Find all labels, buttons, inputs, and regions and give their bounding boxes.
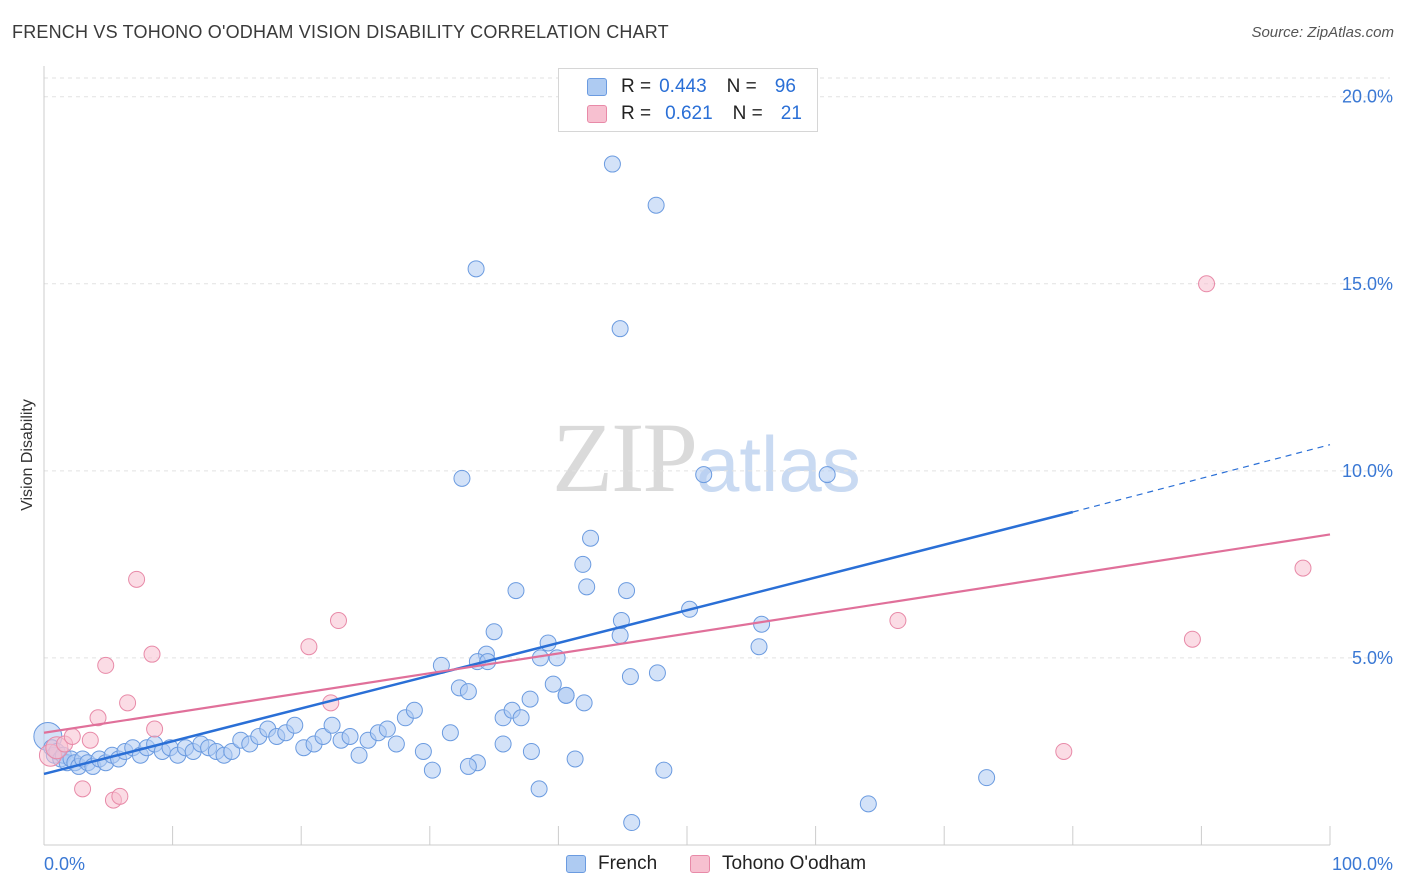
french-point bbox=[387, 735, 405, 753]
french-trend-line bbox=[43, 510, 1074, 776]
bottom-legend-swatch-tohono bbox=[690, 855, 710, 873]
french-point bbox=[818, 466, 836, 484]
tohono-point bbox=[74, 780, 92, 798]
tohono-point bbox=[1055, 742, 1073, 760]
tohono-point bbox=[89, 709, 107, 727]
french-point bbox=[695, 466, 713, 484]
french-point bbox=[323, 716, 341, 734]
legend-swatch-french bbox=[587, 78, 607, 96]
legend-row-french: R = 0.443 N = 96 bbox=[587, 75, 796, 99]
tohono-point bbox=[329, 612, 347, 630]
tohono-point bbox=[1183, 630, 1201, 648]
watermark-atlas: atlas bbox=[696, 420, 861, 508]
y-tick-label: 10.0% bbox=[1342, 461, 1393, 481]
french-point bbox=[223, 742, 241, 760]
tohono-point bbox=[143, 645, 161, 663]
french-point bbox=[441, 724, 459, 742]
tohono-point bbox=[1294, 559, 1312, 577]
french-point bbox=[423, 761, 441, 779]
french-point bbox=[859, 795, 877, 813]
french-point bbox=[655, 761, 673, 779]
bottom-legend-swatch-french bbox=[566, 855, 586, 873]
y-tick-label: 15.0% bbox=[1342, 274, 1393, 294]
bottom-legend-label-tohono: Tohono O'odham bbox=[722, 853, 867, 874]
bottom-legend-label-french: French bbox=[598, 853, 658, 874]
tohono-point bbox=[1198, 275, 1216, 293]
tohono-point bbox=[146, 720, 164, 738]
tohono-point bbox=[889, 612, 907, 630]
french-point bbox=[574, 555, 592, 573]
legend-n-value-french: 96 bbox=[774, 76, 796, 97]
french-point bbox=[623, 814, 641, 832]
legend-r-value-tohono: 0.621 bbox=[665, 103, 713, 124]
french-point bbox=[286, 716, 304, 734]
french-point bbox=[405, 701, 423, 719]
tohono-trend-line bbox=[43, 533, 1331, 734]
x-tick-label-min: 0.0% bbox=[44, 854, 85, 874]
french-point bbox=[578, 578, 596, 596]
french-point bbox=[414, 742, 432, 760]
tohono-point bbox=[63, 727, 81, 745]
tohono-point bbox=[111, 787, 129, 805]
french-point bbox=[530, 780, 548, 798]
french-point bbox=[618, 582, 636, 600]
legend-r-label: R = bbox=[621, 103, 652, 124]
source-label: Source: ZipAtlas.com bbox=[1251, 24, 1394, 41]
french-point bbox=[566, 750, 584, 768]
tohono-point bbox=[81, 731, 99, 749]
french-point bbox=[611, 320, 629, 338]
french-point bbox=[459, 757, 477, 775]
tohono-point bbox=[97, 656, 115, 674]
legend-swatch-tohono bbox=[587, 105, 607, 123]
french-point bbox=[485, 623, 503, 641]
french-point bbox=[647, 196, 665, 214]
legend-n-label: N = bbox=[732, 103, 763, 124]
french-point bbox=[621, 668, 639, 686]
legend-n-label: N = bbox=[726, 76, 757, 97]
tohono-point bbox=[300, 638, 318, 656]
french-point bbox=[459, 683, 477, 701]
y-tick-label: 5.0% bbox=[1352, 648, 1393, 668]
french-point bbox=[507, 582, 525, 600]
french-point bbox=[453, 469, 471, 487]
french-point bbox=[341, 727, 359, 745]
french-point bbox=[978, 769, 996, 787]
legend-n-value-tohono: 21 bbox=[780, 103, 802, 124]
x-tick-label-max: 100.0% bbox=[1332, 854, 1393, 874]
legend-row-tohono: R = 0.621 N = 21 bbox=[587, 102, 802, 126]
tohono-point bbox=[119, 694, 137, 712]
french-point bbox=[521, 690, 539, 708]
bottom-legend-tohono: Tohono O'odham bbox=[690, 852, 866, 876]
french-point bbox=[378, 720, 396, 738]
french-point bbox=[350, 746, 368, 764]
tohono-point bbox=[128, 570, 146, 588]
french-point bbox=[582, 529, 600, 547]
french-point bbox=[314, 727, 332, 745]
french-point bbox=[522, 742, 540, 760]
french-point bbox=[648, 664, 666, 682]
bottom-legend-french: French bbox=[566, 852, 657, 876]
french-point bbox=[557, 686, 575, 704]
french-point bbox=[603, 155, 621, 173]
legend-r-value-french: 0.443 bbox=[659, 76, 707, 97]
chart-title: FRENCH VS TOHONO O'ODHAM VISION DISABILI… bbox=[12, 22, 669, 42]
french-point bbox=[612, 612, 630, 630]
french-point bbox=[750, 638, 768, 656]
french-point bbox=[467, 260, 485, 278]
french-point bbox=[512, 709, 530, 727]
french-point bbox=[753, 615, 771, 633]
legend-r-label: R = bbox=[621, 76, 652, 97]
watermark-zip: ZIP bbox=[552, 402, 698, 513]
legend-box: R = 0.443 N = 96 R = 0.621 N = 21 bbox=[558, 68, 818, 132]
french-trend-extension bbox=[1072, 444, 1331, 513]
french-point bbox=[575, 694, 593, 712]
french-point bbox=[494, 735, 512, 753]
french-point bbox=[544, 675, 562, 693]
y-tick-label: 20.0% bbox=[1342, 87, 1393, 107]
watermark: ZIPatlas bbox=[552, 400, 861, 515]
